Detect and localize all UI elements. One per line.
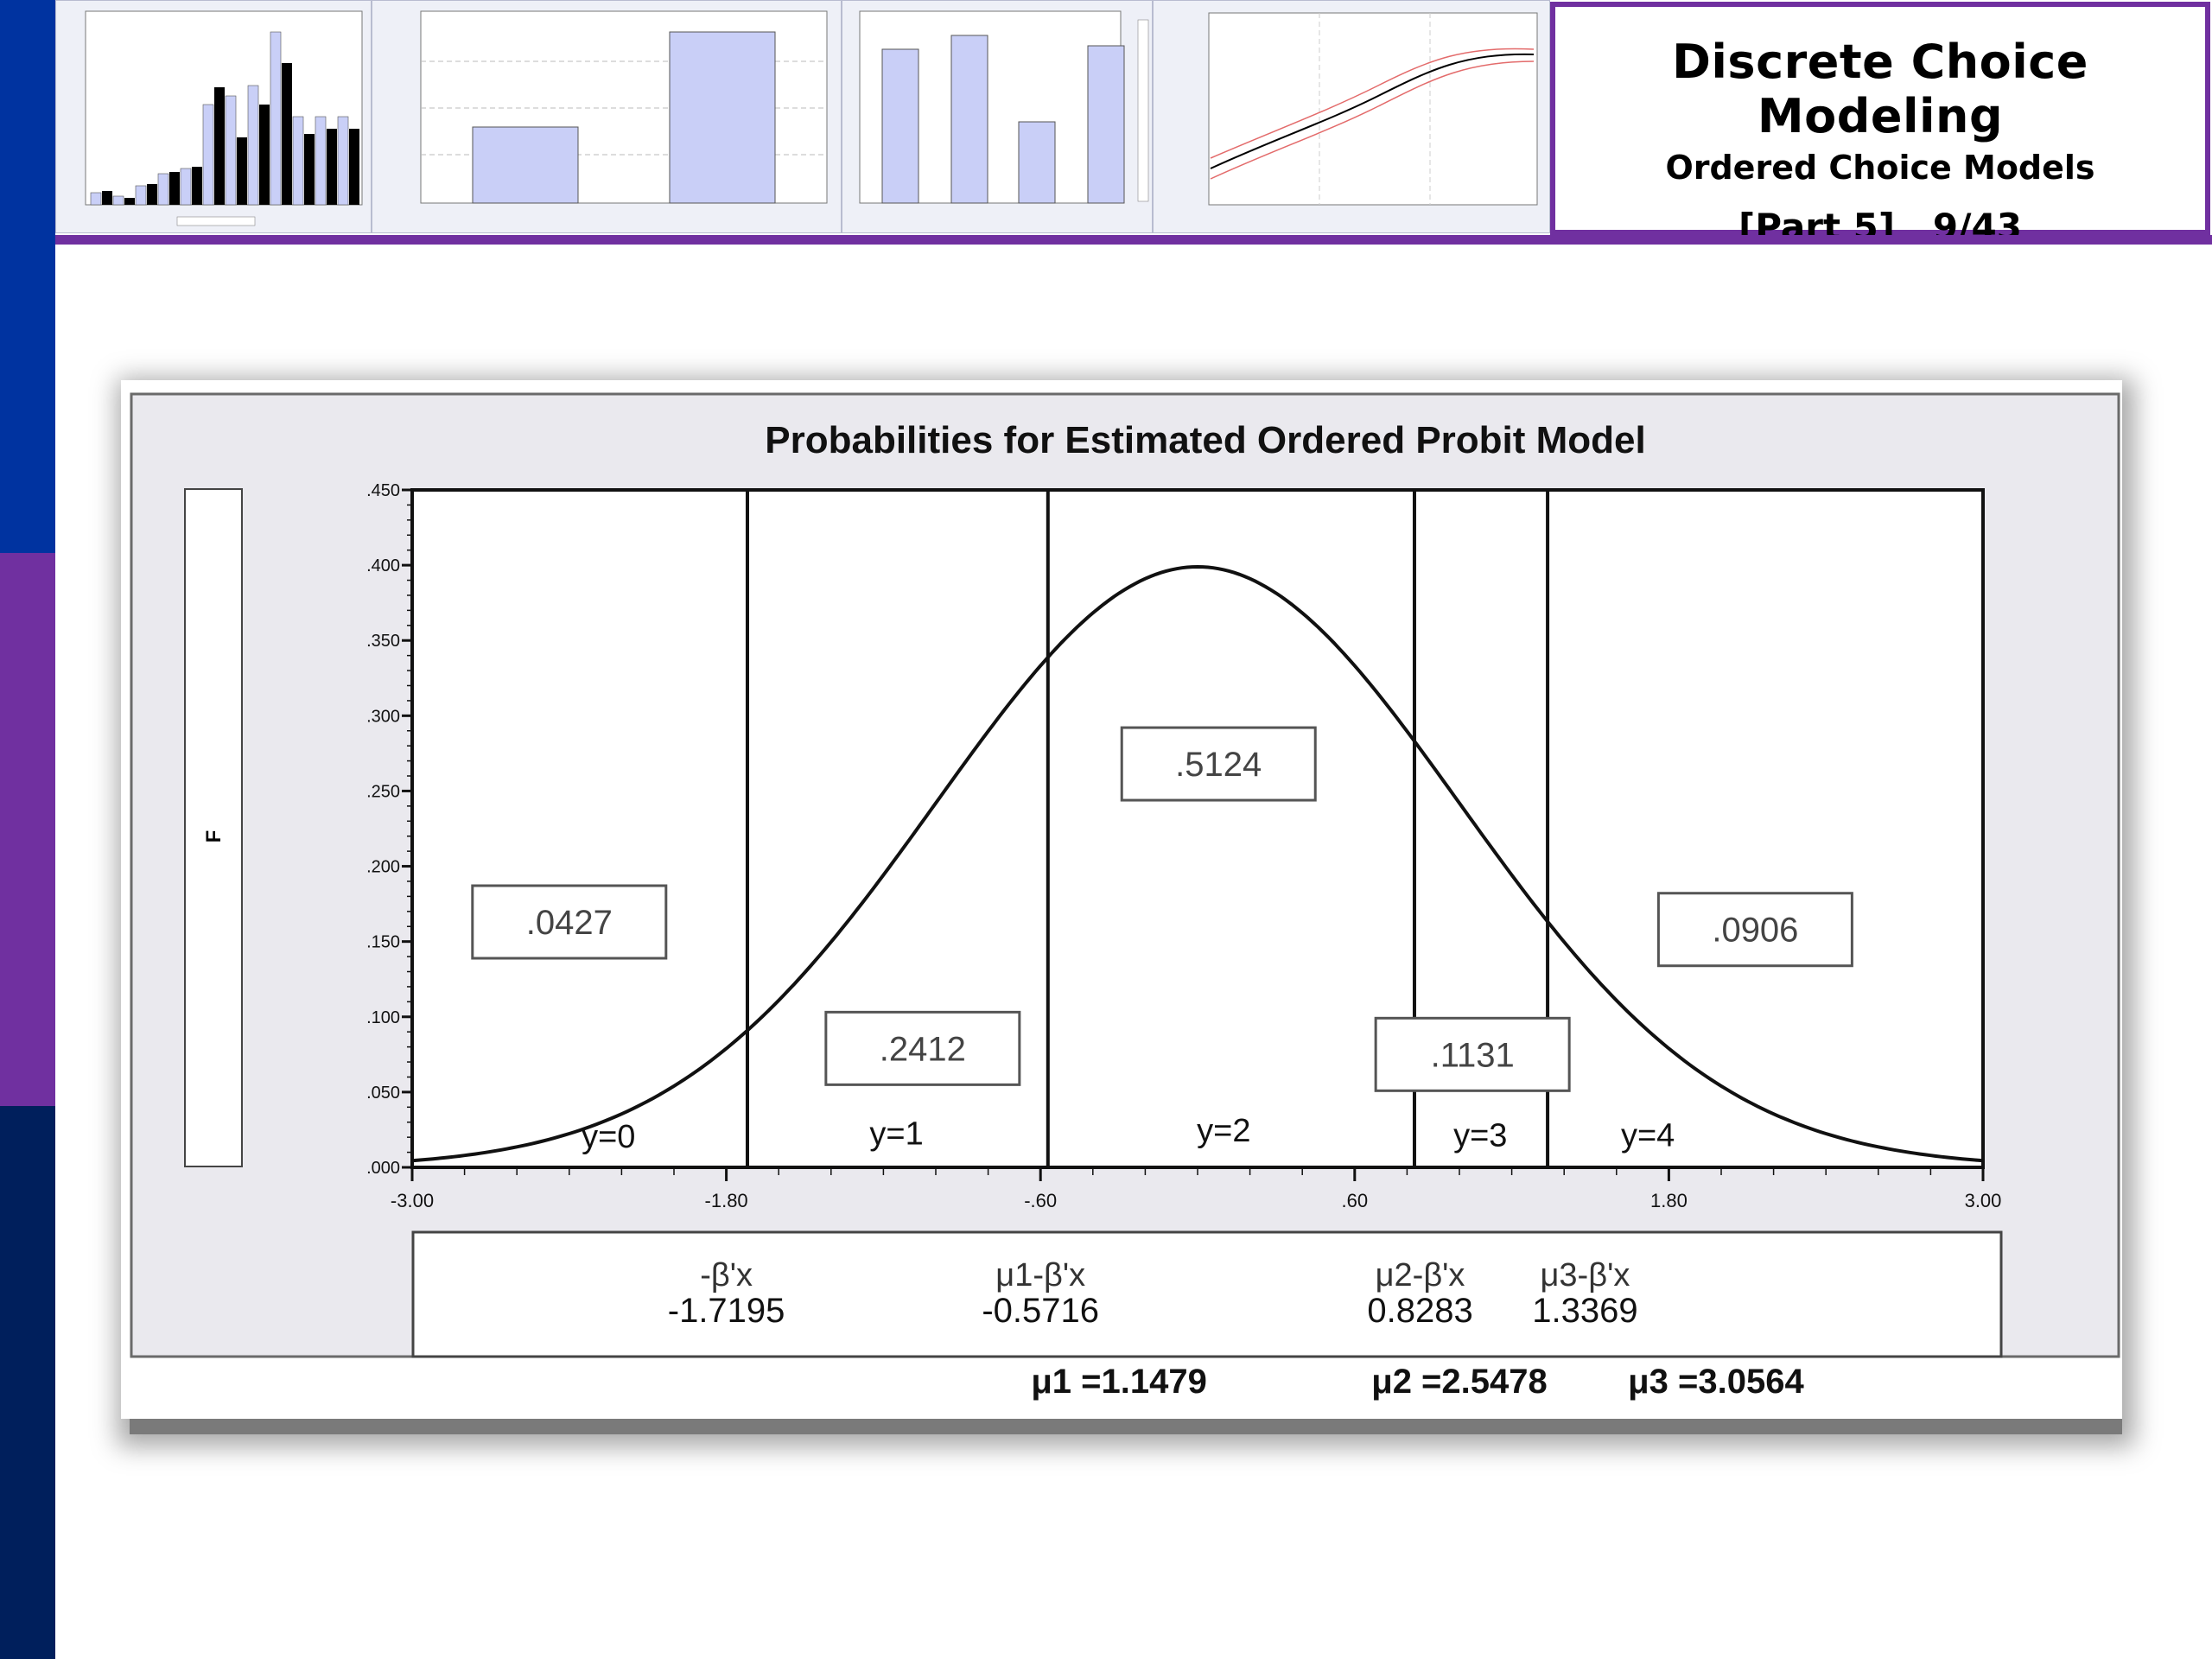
y-tick-label-3: .150: [366, 933, 400, 952]
threshold-value-1: -0.5716: [982, 1292, 1099, 1330]
ordered-probit-chart: F Probabilities for Estimated Ordered Pr…: [121, 392, 2122, 1419]
thumbnail-line-chart: [1153, 0, 1550, 233]
probability-box-2: [1120, 726, 1317, 802]
threshold-value-3: 1.3369: [1532, 1292, 1637, 1330]
chart-title: Probabilities for Estimated Ordered Prob…: [765, 419, 1646, 461]
y-tick-label-5: .250: [366, 782, 400, 801]
x-tick-label-4: 1.80: [1650, 1190, 1688, 1211]
y-tick-label-1: .050: [366, 1084, 400, 1103]
region-label-1: y=1: [869, 1116, 923, 1153]
threshold-expr-1: μ1-β'x: [995, 1257, 1085, 1294]
thumbnail-bar-chart-2: [372, 0, 842, 233]
mu-value-0: μ1 =1.1479: [1031, 1363, 1207, 1401]
region-label-0: y=0: [582, 1119, 635, 1155]
y-axis-label: F: [202, 830, 226, 843]
threshold-label-panel: [411, 1230, 2003, 1358]
y-tick-label-2: .100: [366, 1008, 400, 1027]
slide-subtitle: Ordered Choice Models: [1665, 149, 2095, 187]
sidebar-segment-purple: [0, 553, 55, 1106]
probability-value-2: .5124: [1175, 746, 1262, 784]
probability-value-0: .0427: [526, 904, 613, 942]
probability-box-3: [1374, 1016, 1571, 1092]
x-tick-label-3: .60: [1342, 1190, 1369, 1211]
x-tick-label-5: 3.00: [1965, 1190, 2002, 1211]
probability-value-1: .2412: [880, 1030, 966, 1068]
region-label-4: y=4: [1621, 1117, 1675, 1154]
region-label-2: y=2: [1197, 1113, 1250, 1149]
density-curve: [411, 564, 1984, 1163]
threshold-expr-2: μ2-β'x: [1376, 1257, 1465, 1294]
slide-title-box: Discrete Choice Modeling Ordered Choice …: [1550, 2, 2210, 248]
mu-value-2: μ3 =3.0564: [1628, 1363, 1804, 1401]
probit-figure: F Probabilities for Estimated Ordered Pr…: [121, 380, 2122, 1419]
probability-box-4: [1656, 892, 1853, 968]
probability-value-4: .0906: [1712, 912, 1798, 950]
sidebar-segment-navy: [0, 1106, 55, 1659]
thumbnail-bar-chart-3: [842, 0, 1153, 233]
sidebar-segment-blue: [0, 0, 55, 553]
y-tick-label-6: .300: [366, 707, 400, 726]
y-tick-label-0: .000: [366, 1159, 400, 1178]
y-tick-label-8: .400: [366, 556, 400, 575]
probability-box-0: [471, 884, 668, 960]
threshold-value-0: -1.7195: [668, 1292, 785, 1330]
probability-value-3: .1131: [1431, 1036, 1515, 1074]
x-tick-label-0: -3.00: [391, 1190, 434, 1211]
mu-value-1: μ2 =2.5478: [1371, 1363, 1548, 1401]
y-tick-label-7: .350: [366, 632, 400, 651]
sidebar: [0, 0, 55, 1659]
x-tick-label-2: -.60: [1024, 1190, 1057, 1211]
thumbnail-histogram: [55, 0, 372, 233]
y-tick-label-9: .450: [366, 481, 400, 500]
threshold-expr-0: -β'x: [700, 1257, 753, 1294]
header-divider: [55, 235, 2212, 245]
slide-title: Discrete Choice Modeling: [1672, 35, 2088, 143]
threshold-value-2: 0.8283: [1367, 1292, 1472, 1330]
threshold-expr-3: μ3-β'x: [1541, 1257, 1630, 1294]
x-tick-label-1: -1.80: [705, 1190, 748, 1211]
plot-area: [410, 488, 1985, 1169]
region-label-3: y=3: [1453, 1117, 1507, 1154]
y-tick-label-4: .200: [366, 858, 400, 877]
probability-box-1: [824, 1010, 1021, 1086]
